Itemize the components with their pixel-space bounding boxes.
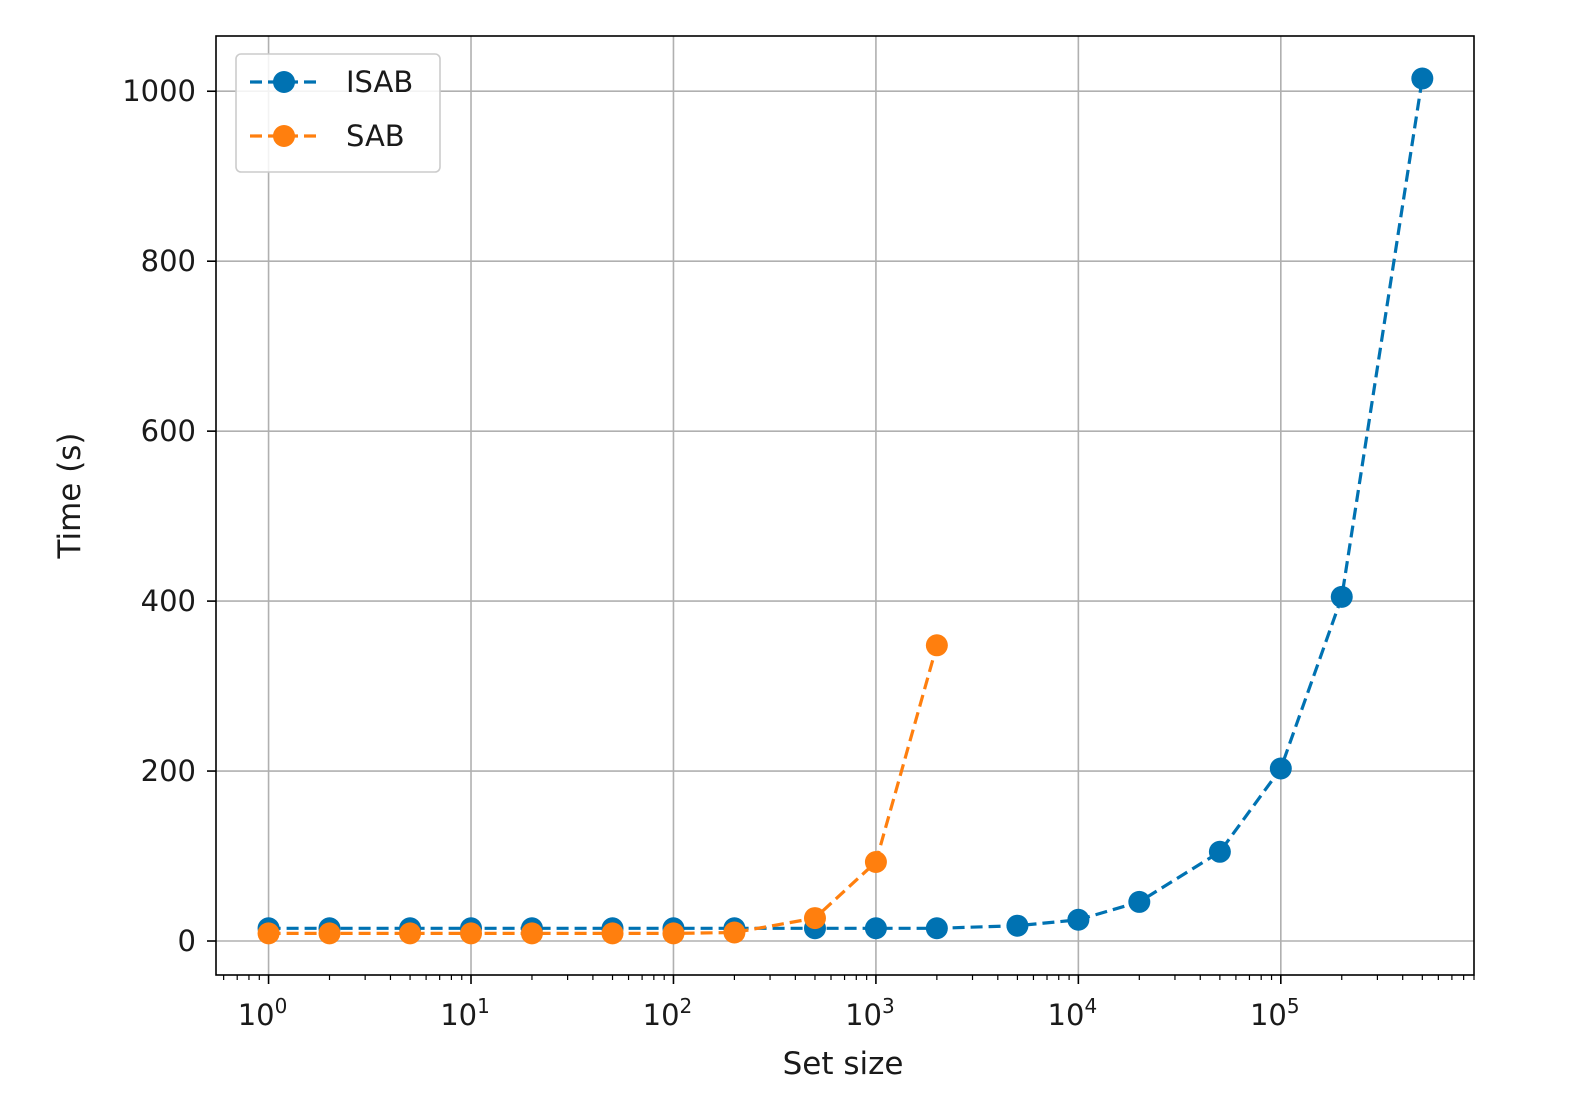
data-point-sab <box>662 922 685 945</box>
x-tick-label: 104 <box>1048 994 1098 1032</box>
data-point-isab <box>1269 757 1292 780</box>
data-point-sab <box>257 922 280 945</box>
data-point-sab <box>723 921 746 944</box>
series-layer <box>257 67 1434 945</box>
data-point-sab <box>399 922 422 945</box>
data-point-isab <box>1006 914 1029 937</box>
series-isab <box>257 67 1434 940</box>
data-point-sab <box>520 922 543 945</box>
y-tick-label: 600 <box>141 414 196 448</box>
y-tick-label: 200 <box>141 754 196 788</box>
data-point-isab <box>1411 67 1434 90</box>
data-point-isab <box>1128 890 1151 913</box>
data-point-isab <box>864 917 887 940</box>
y-tick-label: 0 <box>178 924 196 958</box>
axis-ticks: 100 101 102 103 104 105 0 200 400 600 800 1000 <box>122 74 1299 1032</box>
legend-item-isab: ISAB <box>250 65 413 99</box>
legend: ISAB SAB <box>235 53 441 173</box>
x-minor-ticks <box>223 975 1475 980</box>
x-axis-label: Set size <box>783 1046 904 1082</box>
data-point-isab <box>1330 585 1353 608</box>
series-line-sab <box>268 644 939 936</box>
data-point-sab <box>460 922 483 945</box>
x-tick-label: 101 <box>440 994 490 1032</box>
data-point-sab <box>864 850 887 873</box>
y-tick-label: 800 <box>141 244 196 278</box>
data-point-sab <box>925 634 948 657</box>
data-point-sab <box>803 907 826 930</box>
legend-label: SAB <box>346 119 405 153</box>
legend-item-sab: SAB <box>250 119 405 153</box>
x-tick-label: 102 <box>643 994 693 1032</box>
data-point-isab <box>1208 840 1231 863</box>
y-tick-label: 400 <box>141 584 196 618</box>
series-line-isab <box>268 78 1424 930</box>
data-point-isab <box>1067 908 1090 931</box>
legend-label: ISAB <box>346 65 413 99</box>
x-tick-label: 105 <box>1250 994 1300 1032</box>
grid-lines <box>216 36 1474 975</box>
legend-marker <box>273 125 295 147</box>
y-tick-label: 1000 <box>122 74 196 108</box>
data-point-sab <box>318 922 341 945</box>
x-tick-label: 100 <box>238 994 288 1032</box>
legend-marker <box>273 71 295 93</box>
data-point-sab <box>601 922 624 945</box>
series-sab <box>257 634 948 945</box>
x-tick-label: 103 <box>845 994 895 1032</box>
plot-frame <box>215 35 1475 976</box>
y-axis-label: Time (s) <box>52 432 88 559</box>
data-point-isab <box>925 917 948 940</box>
